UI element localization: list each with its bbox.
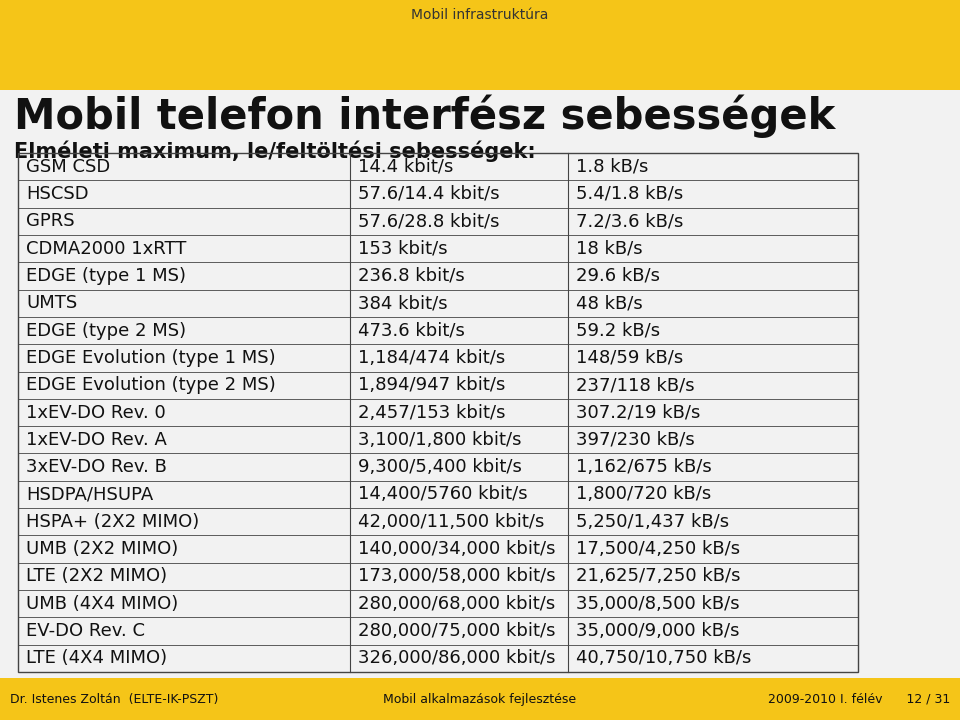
- Text: 1,800/720 kB/s: 1,800/720 kB/s: [576, 485, 711, 503]
- Text: 9,300/5,400 kbit/s: 9,300/5,400 kbit/s: [358, 458, 521, 476]
- Text: 2,457/153 kbit/s: 2,457/153 kbit/s: [358, 403, 505, 421]
- Text: 1.8 kB/s: 1.8 kB/s: [576, 158, 649, 176]
- Text: 5.4/1.8 kB/s: 5.4/1.8 kB/s: [576, 185, 684, 203]
- Text: HSDPA/HSUPA: HSDPA/HSUPA: [26, 485, 154, 503]
- Text: LTE (2X2 MIMO): LTE (2X2 MIMO): [26, 567, 167, 585]
- Text: 140,000/34,000 kbit/s: 140,000/34,000 kbit/s: [358, 540, 555, 558]
- Text: Mobil telefon interfész sebességek: Mobil telefon interfész sebességek: [14, 95, 835, 138]
- Text: 173,000/58,000 kbit/s: 173,000/58,000 kbit/s: [358, 567, 556, 585]
- Text: 21,625/7,250 kB/s: 21,625/7,250 kB/s: [576, 567, 741, 585]
- Text: 42,000/11,500 kbit/s: 42,000/11,500 kbit/s: [358, 513, 544, 531]
- Text: UMB (4X4 MIMO): UMB (4X4 MIMO): [26, 595, 179, 613]
- Text: 35,000/9,000 kB/s: 35,000/9,000 kB/s: [576, 622, 740, 640]
- Text: 48 kB/s: 48 kB/s: [576, 294, 643, 312]
- Text: LTE (4X4 MIMO): LTE (4X4 MIMO): [26, 649, 167, 667]
- Text: 40,750/10,750 kB/s: 40,750/10,750 kB/s: [576, 649, 752, 667]
- Text: 3xEV-DO Rev. B: 3xEV-DO Rev. B: [26, 458, 167, 476]
- Text: 148/59 kB/s: 148/59 kB/s: [576, 349, 684, 367]
- Text: 1,184/474 kbit/s: 1,184/474 kbit/s: [358, 349, 505, 367]
- Text: Elméleti maximum, le/feltöltési sebességek:: Elméleti maximum, le/feltöltési sebesség…: [14, 140, 536, 161]
- Text: 59.2 kB/s: 59.2 kB/s: [576, 322, 660, 340]
- Text: 5,250/1,437 kB/s: 5,250/1,437 kB/s: [576, 513, 730, 531]
- Text: 1,162/675 kB/s: 1,162/675 kB/s: [576, 458, 712, 476]
- Bar: [18, 153, 858, 672]
- Text: EDGE Evolution (type 1 MS): EDGE Evolution (type 1 MS): [26, 349, 276, 367]
- Text: 14.4 kbit/s: 14.4 kbit/s: [358, 158, 453, 176]
- Text: 326,000/86,000 kbit/s: 326,000/86,000 kbit/s: [358, 649, 555, 667]
- Bar: [0, 0, 960, 90]
- Text: HSCSD: HSCSD: [26, 185, 88, 203]
- Text: HSPA+ (2X2 MIMO): HSPA+ (2X2 MIMO): [26, 513, 200, 531]
- Text: 3,100/1,800 kbit/s: 3,100/1,800 kbit/s: [358, 431, 521, 449]
- Text: 237/118 kB/s: 237/118 kB/s: [576, 376, 695, 394]
- Text: CDMA2000 1xRTT: CDMA2000 1xRTT: [26, 240, 186, 258]
- Bar: [0, 678, 960, 720]
- Text: 18 kB/s: 18 kB/s: [576, 240, 643, 258]
- Text: UMB (2X2 MIMO): UMB (2X2 MIMO): [26, 540, 179, 558]
- Text: Dr. Istenes Zoltán  (ELTE-IK-PSZT): Dr. Istenes Zoltán (ELTE-IK-PSZT): [10, 693, 218, 706]
- Text: GPRS: GPRS: [26, 212, 75, 230]
- Text: EDGE (type 2 MS): EDGE (type 2 MS): [26, 322, 186, 340]
- Text: Mobil infrastruktúra: Mobil infrastruktúra: [411, 8, 549, 22]
- Text: 473.6 kbit/s: 473.6 kbit/s: [358, 322, 465, 340]
- Text: 29.6 kB/s: 29.6 kB/s: [576, 267, 660, 285]
- Text: 397/230 kB/s: 397/230 kB/s: [576, 431, 695, 449]
- Text: EV-DO Rev. C: EV-DO Rev. C: [26, 622, 145, 640]
- Text: 17,500/4,250 kB/s: 17,500/4,250 kB/s: [576, 540, 740, 558]
- Text: 1xEV-DO Rev. 0: 1xEV-DO Rev. 0: [26, 403, 166, 421]
- Text: EDGE Evolution (type 2 MS): EDGE Evolution (type 2 MS): [26, 376, 276, 394]
- Text: 384 kbit/s: 384 kbit/s: [358, 294, 447, 312]
- Text: 14,400/5760 kbit/s: 14,400/5760 kbit/s: [358, 485, 527, 503]
- Text: 57.6/28.8 kbit/s: 57.6/28.8 kbit/s: [358, 212, 499, 230]
- Bar: [0, 90, 960, 678]
- Text: UMTS: UMTS: [26, 294, 77, 312]
- Text: 280,000/68,000 kbit/s: 280,000/68,000 kbit/s: [358, 595, 555, 613]
- Text: 1xEV-DO Rev. A: 1xEV-DO Rev. A: [26, 431, 167, 449]
- Text: 280,000/75,000 kbit/s: 280,000/75,000 kbit/s: [358, 622, 555, 640]
- Text: 2009-2010 I. félév      12 / 31: 2009-2010 I. félév 12 / 31: [768, 693, 950, 706]
- Text: 35,000/8,500 kB/s: 35,000/8,500 kB/s: [576, 595, 740, 613]
- Text: 7.2/3.6 kB/s: 7.2/3.6 kB/s: [576, 212, 684, 230]
- Text: EDGE (type 1 MS): EDGE (type 1 MS): [26, 267, 186, 285]
- Text: Mobil alkalmazások fejlesztése: Mobil alkalmazások fejlesztése: [383, 693, 577, 706]
- Text: 153 kbit/s: 153 kbit/s: [358, 240, 447, 258]
- Text: 1,894/947 kbit/s: 1,894/947 kbit/s: [358, 376, 505, 394]
- Text: 236.8 kbit/s: 236.8 kbit/s: [358, 267, 465, 285]
- Text: 307.2/19 kB/s: 307.2/19 kB/s: [576, 403, 701, 421]
- Text: GSM CSD: GSM CSD: [26, 158, 110, 176]
- Text: 57.6/14.4 kbit/s: 57.6/14.4 kbit/s: [358, 185, 499, 203]
